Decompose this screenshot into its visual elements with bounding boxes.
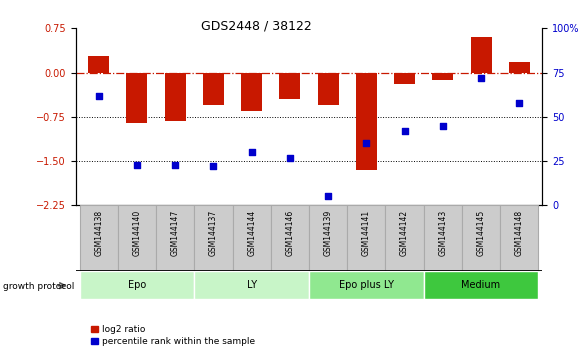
Point: [515, 100, 524, 105]
Bar: [318, 73, 339, 105]
Text: GSM144145: GSM144145: [476, 210, 486, 256]
Bar: [309, 205, 347, 271]
Text: GSM144137: GSM144137: [209, 210, 218, 256]
Text: Epo: Epo: [128, 280, 146, 290]
Point: [361, 141, 371, 146]
Bar: [194, 271, 309, 299]
Text: growth protocol: growth protocol: [3, 281, 74, 291]
Text: GSM144138: GSM144138: [94, 210, 103, 256]
Text: GSM144148: GSM144148: [515, 210, 524, 256]
Bar: [356, 73, 377, 170]
Point: [94, 93, 103, 98]
Bar: [80, 271, 194, 299]
Bar: [80, 205, 118, 271]
Point: [285, 155, 294, 160]
Bar: [470, 37, 491, 73]
Bar: [347, 205, 385, 271]
Point: [132, 162, 142, 167]
Point: [324, 194, 333, 199]
Bar: [118, 205, 156, 271]
Bar: [432, 73, 454, 80]
Text: GSM144144: GSM144144: [247, 210, 256, 256]
Text: GDS2448 / 38122: GDS2448 / 38122: [201, 19, 312, 33]
Bar: [500, 205, 538, 271]
Text: GSM144147: GSM144147: [171, 210, 180, 256]
Text: GSM144141: GSM144141: [362, 210, 371, 256]
Bar: [462, 205, 500, 271]
Text: Epo plus LY: Epo plus LY: [339, 280, 394, 290]
Bar: [127, 73, 147, 123]
Point: [170, 162, 180, 167]
Point: [400, 128, 409, 134]
Bar: [164, 73, 186, 121]
Bar: [509, 62, 530, 73]
Text: GSM144146: GSM144146: [285, 210, 294, 256]
Bar: [385, 205, 424, 271]
Bar: [309, 271, 424, 299]
Point: [438, 123, 448, 129]
Text: GSM144139: GSM144139: [324, 210, 333, 256]
Bar: [271, 205, 309, 271]
Bar: [279, 73, 300, 99]
Legend: log2 ratio, percentile rank within the sample: log2 ratio, percentile rank within the s…: [87, 321, 259, 349]
Text: GSM144143: GSM144143: [438, 210, 447, 256]
Bar: [88, 56, 109, 73]
Bar: [194, 205, 233, 271]
Bar: [241, 73, 262, 111]
Text: LY: LY: [247, 280, 257, 290]
Bar: [424, 205, 462, 271]
Text: GSM144140: GSM144140: [132, 210, 142, 256]
Bar: [394, 73, 415, 84]
Text: GSM144142: GSM144142: [400, 210, 409, 256]
Bar: [203, 73, 224, 105]
Bar: [156, 205, 194, 271]
Point: [209, 164, 218, 169]
Point: [476, 75, 486, 81]
Text: Medium: Medium: [462, 280, 501, 290]
Point: [247, 149, 257, 155]
Bar: [233, 205, 271, 271]
Bar: [424, 271, 538, 299]
